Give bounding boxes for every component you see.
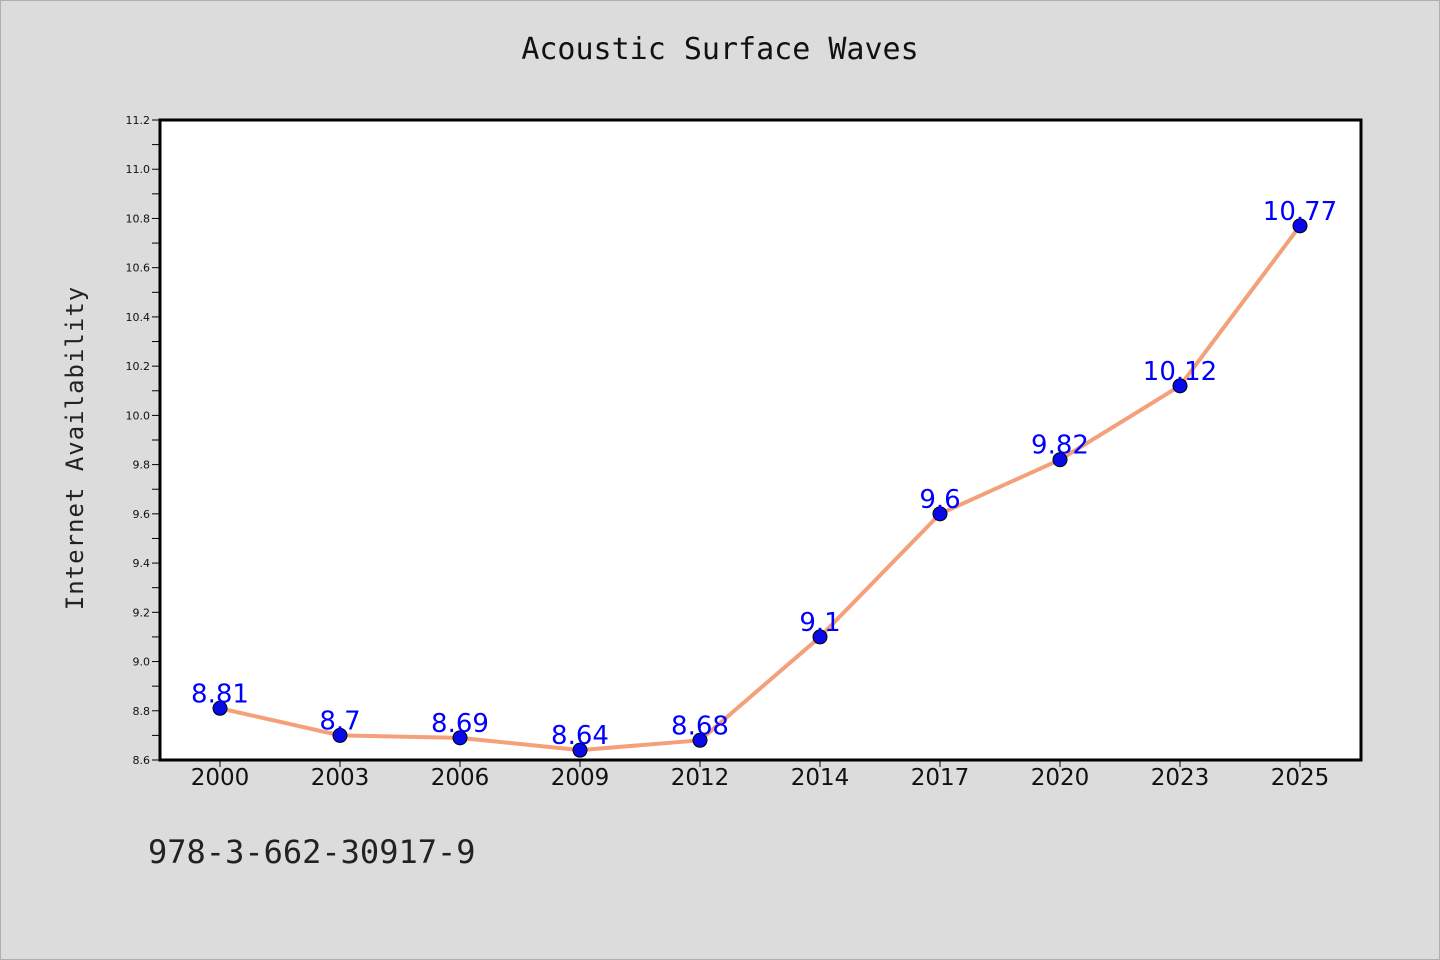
data-label: 10.12 — [1143, 357, 1217, 387]
y-tick-label: 9.0 — [133, 656, 151, 669]
data-point — [1292, 218, 1308, 234]
x-tick-label: 2014 — [791, 765, 850, 791]
chart-title: Acoustic Surface Waves — [521, 32, 919, 67]
y-tick-label: 10.6 — [126, 262, 151, 275]
data-point — [572, 742, 588, 758]
footer-code: 978-3-662-30917-9 — [148, 833, 476, 871]
y-tick-label: 8.6 — [133, 754, 151, 767]
y-tick-label: 10.2 — [126, 360, 151, 373]
series-line — [218, 223, 1302, 753]
x-tick-label: 2006 — [431, 765, 490, 791]
plot-area — [158, 118, 1363, 762]
data-label: 8.81 — [191, 679, 249, 709]
x-tick-label: 2020 — [1031, 765, 1090, 791]
data-label: 9.82 — [1031, 431, 1089, 461]
x-tick-label: 2025 — [1271, 765, 1330, 791]
y-tick-label: 11.0 — [126, 163, 151, 176]
y-tick-label: 10.4 — [126, 311, 151, 324]
data-point — [212, 700, 228, 716]
data-label: 10.77 — [1263, 197, 1337, 227]
data-label: 8.69 — [431, 709, 489, 739]
data-point — [1052, 452, 1068, 468]
y-tick-label: 9.2 — [133, 606, 151, 619]
y-tick-label: 10.0 — [126, 409, 151, 422]
y-tick-label: 9.8 — [133, 459, 151, 472]
data-point — [692, 732, 708, 748]
y-tick-label: 8.8 — [133, 705, 151, 718]
y-tick-label: 9.4 — [133, 557, 151, 570]
x-tick-label: 2003 — [311, 765, 370, 791]
data-label: 8.68 — [671, 711, 729, 741]
y-tick-label: 9.6 — [133, 508, 151, 521]
data-label: 8.7 — [319, 706, 360, 736]
data-label: 9.6 — [919, 485, 960, 515]
data-label: 8.64 — [551, 721, 609, 751]
y-tick-label: 10.8 — [126, 212, 151, 225]
data-label: 9.1 — [799, 608, 840, 638]
y-tick-label: 11.2 — [126, 114, 151, 127]
x-tick-label: 2012 — [671, 765, 730, 791]
data-point — [812, 629, 828, 645]
x-tick-label: 2017 — [911, 765, 970, 791]
x-tick-label: 2009 — [551, 765, 610, 791]
data-point — [332, 727, 348, 743]
data-point — [452, 730, 468, 746]
data-point — [932, 506, 948, 522]
x-tick-label: 2000 — [191, 765, 250, 791]
data-point — [1172, 378, 1188, 394]
x-tick-label: 2023 — [1151, 765, 1210, 791]
